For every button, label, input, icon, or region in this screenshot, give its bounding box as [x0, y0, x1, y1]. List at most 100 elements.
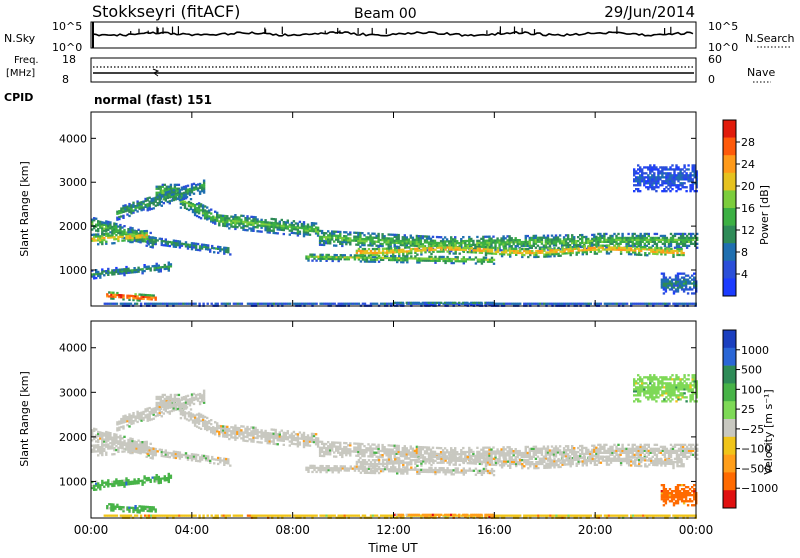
power-cell [170, 265, 172, 267]
power-cell [541, 239, 543, 241]
power-cell [370, 250, 372, 252]
power-cell [440, 302, 442, 304]
power-cell [169, 200, 171, 202]
power-cell [645, 172, 647, 174]
power-cell [442, 256, 444, 258]
power-cell [325, 232, 327, 234]
power-cell [336, 254, 338, 256]
velocity-cell [277, 435, 279, 437]
power-cell [458, 302, 460, 304]
power-cell [642, 235, 644, 237]
power-cell [281, 219, 283, 221]
velocity-cell [377, 444, 379, 446]
power-cell [677, 176, 679, 178]
velocity-cell [444, 447, 446, 449]
power-cell [640, 250, 642, 252]
velocity-cell [325, 449, 327, 451]
power-cell [626, 303, 628, 305]
power-cell [543, 303, 545, 305]
power-cell [420, 251, 422, 253]
power-cell [313, 230, 315, 232]
power-cell [242, 215, 244, 217]
power-cell [119, 224, 121, 226]
velocity-cell [287, 430, 289, 432]
power-cell [157, 198, 159, 200]
power-cell [602, 245, 604, 247]
velocity-cell [361, 443, 363, 445]
power-cell [168, 265, 170, 267]
colorbar-swatch [723, 120, 736, 138]
power-cell [422, 243, 424, 245]
power-cell [315, 222, 317, 224]
power-cell [504, 237, 506, 239]
power-cell [143, 234, 145, 236]
power-cell [265, 303, 267, 305]
velocity-cell [470, 451, 472, 453]
velocity-cell [264, 440, 266, 442]
power-cell [507, 249, 509, 251]
power-cell [545, 237, 547, 239]
power-cell [628, 253, 630, 255]
velocity-cell [381, 456, 383, 458]
power-cell [313, 256, 315, 258]
power-cell [119, 228, 121, 230]
velocity-cell [410, 453, 412, 455]
velocity-cell [273, 441, 275, 443]
velocity-cell [242, 425, 244, 427]
velocity-cell [422, 446, 424, 448]
power-cell [665, 166, 667, 168]
power-cell [119, 236, 121, 238]
power-cell [146, 236, 148, 238]
velocity-cell [385, 450, 387, 452]
power-cell [669, 166, 671, 168]
power-cell [689, 174, 691, 176]
power-cell [621, 235, 623, 237]
power-cell [418, 302, 420, 304]
velocity-cell [521, 454, 523, 456]
power-cell [169, 241, 171, 243]
power-cell [97, 224, 99, 226]
power-cell [674, 235, 676, 237]
velocity-cell [508, 452, 510, 454]
power-cell [563, 236, 565, 238]
power-cell [373, 237, 375, 239]
power-cell [362, 250, 364, 252]
power-cell [374, 248, 376, 250]
power-cell [123, 274, 125, 276]
power-cell [469, 256, 471, 258]
power-cell [325, 236, 327, 238]
velocity-cell [337, 442, 339, 444]
power-cell [676, 254, 678, 256]
power-cell [264, 229, 266, 231]
velocity-cell [327, 441, 329, 443]
power-cell [113, 273, 115, 275]
power-cell [689, 280, 691, 282]
power-cell [665, 174, 667, 176]
power-cell [519, 303, 521, 305]
power-cell [402, 253, 404, 255]
power-cell [497, 247, 499, 249]
power-cell [209, 251, 211, 253]
power-cell [112, 292, 114, 294]
power-cell [398, 253, 400, 255]
nsky-trace [93, 32, 693, 36]
power-cell [677, 168, 679, 170]
velocity-cell [361, 453, 363, 455]
power-cell [432, 236, 434, 238]
velocity-cell [533, 446, 535, 448]
power-cell [228, 227, 230, 229]
power-cell [673, 292, 675, 294]
power-cell [160, 270, 162, 272]
power-cell [543, 248, 545, 250]
power-cell [317, 233, 319, 235]
power-cell [216, 212, 218, 214]
power-cell [190, 198, 192, 200]
velocity-cell [119, 439, 121, 441]
power-cell [507, 253, 509, 255]
power-cell [654, 243, 656, 245]
power-cell [673, 170, 675, 172]
power-cell [254, 216, 256, 218]
power-cell [229, 303, 231, 305]
power-cell [289, 230, 291, 232]
